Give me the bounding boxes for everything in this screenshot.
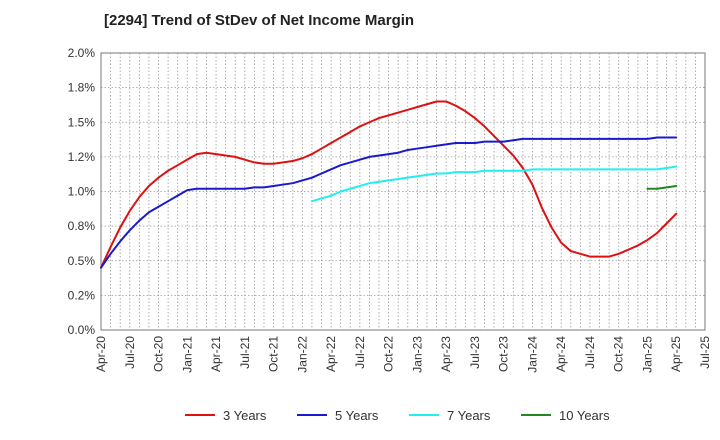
x-tick-label: Apr-20 [94,336,108,372]
x-tick-label: Jul-23 [468,336,482,369]
series-line-3-years [100,100,678,269]
x-tick-label: Oct-22 [382,336,396,372]
x-axis: Apr-20 Jul-20 Oct-20 Jan-21 Apr-21 Jul-21 Oct-… [94,336,712,373]
x-tick-label: Jul-20 [123,336,137,369]
x-tick-label: Jul-22 [353,336,367,369]
x-tick-label: Oct-20 [152,336,166,372]
x-tick-label: Oct-24 [612,336,626,372]
x-tick-label: Jan-23 [410,336,424,373]
x-tick-label: Jul-24 [583,336,597,369]
legend-label: 10 Years [559,408,610,423]
x-tick-label: Oct-21 [267,336,281,372]
series-line-7-years [310,165,678,203]
x-tick-label: Jul-21 [238,336,252,369]
y-tick-label: 0.5% [68,254,96,268]
y-tick-label: 1.5% [68,115,96,129]
series-line-10-years [646,184,678,190]
x-tick-label: Apr-22 [324,336,338,372]
y-tick-label: 1.2% [68,150,96,164]
y-tick-label: 0.8% [68,219,96,233]
x-tick-label: Jan-21 [180,336,194,373]
x-tick-label: Oct-23 [497,336,511,372]
legend-label: 7 Years [447,408,491,423]
x-tick-label: Jan-22 [295,336,309,373]
legend-label: 3 Years [223,408,267,423]
y-tick-label: 0.0% [68,323,96,337]
series-line-5-years [100,136,678,269]
x-tick-label: Jul-25 [698,336,712,369]
y-tick-label: 1.8% [68,81,96,95]
x-tick-label: Jan-25 [640,336,654,373]
y-tick-label: 0.2% [68,288,96,302]
series-lines [100,100,678,269]
y-tick-label: 1.0% [68,185,96,199]
grid-lines [101,53,705,330]
y-axis: 0.0% 0.2% 0.5% 0.8% 1.0% 1.2% 1.5% 1.8% 2.0% [68,46,96,337]
x-tick-label: Apr-21 [209,336,223,372]
legend: 3 Years 5 Years 7 Years 10 Years [185,408,610,423]
x-tick-label: Apr-24 [554,336,568,372]
chart-title: [2294] Trend of StDev of Net Income Marg… [104,12,415,29]
y-tick-label: 2.0% [68,46,96,60]
x-tick-label: Apr-23 [439,336,453,372]
x-tick-label: Apr-25 [669,336,683,372]
legend-label: 5 Years [335,408,379,423]
x-tick-label: Jan-24 [525,336,539,373]
